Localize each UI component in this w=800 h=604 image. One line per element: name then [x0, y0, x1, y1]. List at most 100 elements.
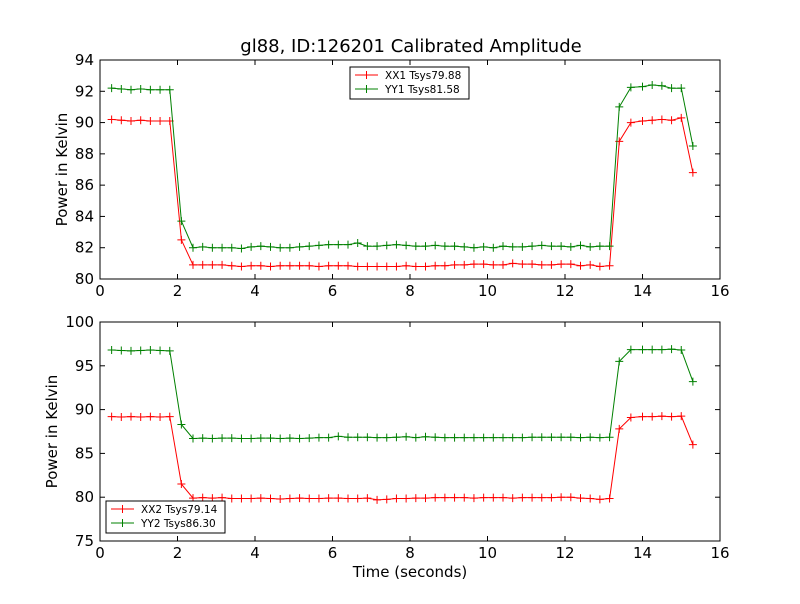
data-point	[334, 261, 343, 270]
data-point	[667, 116, 676, 125]
x-tick-label: 10	[478, 282, 497, 300]
data-point	[189, 243, 197, 252]
data-point	[626, 413, 635, 422]
data-point	[508, 242, 517, 251]
data-point	[382, 433, 391, 442]
data-point	[648, 345, 657, 354]
data-point	[256, 261, 265, 270]
data-point	[586, 260, 595, 269]
series-yy	[107, 81, 697, 253]
series-line	[111, 348, 694, 440]
data-point	[127, 346, 135, 355]
data-point	[677, 113, 686, 122]
data-point	[450, 493, 459, 502]
data-point	[334, 240, 343, 249]
data-point	[198, 242, 207, 251]
legend-marker	[362, 71, 371, 79]
data-point	[638, 117, 647, 126]
data-point	[586, 494, 595, 503]
data-point	[247, 494, 256, 503]
data-point	[450, 260, 459, 269]
data-point	[605, 261, 614, 270]
y-axis-label: Power in Kelvin	[43, 375, 61, 489]
y-tick-label: 88	[75, 145, 94, 163]
x-tick-label: 16	[710, 282, 729, 300]
series-xx	[107, 113, 697, 271]
data-point	[557, 433, 566, 442]
x-tick-label: 6	[328, 282, 338, 300]
data-point	[667, 412, 676, 421]
data-point	[547, 242, 556, 251]
x-tick-label: 4	[250, 544, 260, 562]
data-point	[117, 346, 126, 355]
x-tick-label: 8	[405, 544, 415, 562]
data-point	[460, 433, 469, 442]
data-point	[189, 434, 197, 443]
data-point	[353, 494, 362, 503]
data-point	[276, 494, 285, 503]
data-point	[648, 81, 657, 90]
data-point	[165, 346, 174, 355]
x-tick-label: 4	[250, 282, 260, 300]
data-point	[566, 433, 575, 442]
x-tick-label: 2	[173, 544, 183, 562]
data-point	[537, 241, 546, 250]
data-point	[198, 260, 207, 269]
data-point	[402, 432, 411, 441]
data-point	[353, 262, 362, 271]
y-tick-label: 100	[65, 313, 94, 331]
data-point	[648, 412, 657, 421]
data-point	[586, 242, 595, 251]
data-point	[314, 241, 323, 250]
data-point	[334, 494, 343, 503]
data-point	[314, 433, 323, 442]
data-point	[314, 494, 323, 503]
data-point	[667, 84, 676, 93]
data-point	[156, 85, 165, 94]
legend-label: YY2 Tsys86.30	[140, 518, 216, 530]
y-tick-label: 75	[75, 532, 94, 550]
data-point	[677, 84, 686, 93]
data-point	[586, 433, 595, 442]
y-tick-label: 90	[75, 401, 94, 419]
data-point	[421, 432, 430, 441]
data-point	[237, 262, 246, 271]
data-point	[208, 243, 217, 252]
data-point	[638, 82, 647, 91]
data-point	[605, 433, 614, 442]
data-point	[276, 434, 285, 443]
data-point	[127, 117, 135, 126]
data-point	[344, 494, 352, 503]
data-point	[615, 102, 624, 111]
x-tick-label: 6	[328, 544, 338, 562]
data-point	[198, 493, 207, 502]
data-point	[305, 261, 314, 270]
data-point	[373, 433, 382, 442]
data-point	[324, 494, 333, 503]
data-point	[547, 493, 556, 502]
data-point	[479, 260, 488, 269]
data-point	[547, 260, 556, 269]
data-point	[479, 493, 488, 502]
y-tick-label: 85	[75, 444, 94, 462]
data-point	[247, 434, 256, 443]
data-point	[518, 433, 527, 442]
data-point	[518, 260, 527, 269]
series-yy	[107, 345, 697, 443]
data-point	[285, 261, 294, 270]
data-point	[156, 413, 165, 422]
data-point	[177, 235, 186, 244]
x-tick-label: 10	[478, 544, 497, 562]
data-point	[353, 433, 362, 442]
data-point	[499, 493, 507, 502]
data-point	[638, 412, 647, 421]
data-point	[334, 432, 343, 441]
data-point	[440, 493, 449, 502]
data-point	[528, 433, 537, 442]
data-point	[136, 413, 145, 422]
data-point	[402, 494, 411, 503]
data-point	[605, 242, 614, 251]
data-point	[411, 262, 420, 271]
data-point	[227, 243, 236, 252]
y-tick-label: 80	[75, 488, 94, 506]
